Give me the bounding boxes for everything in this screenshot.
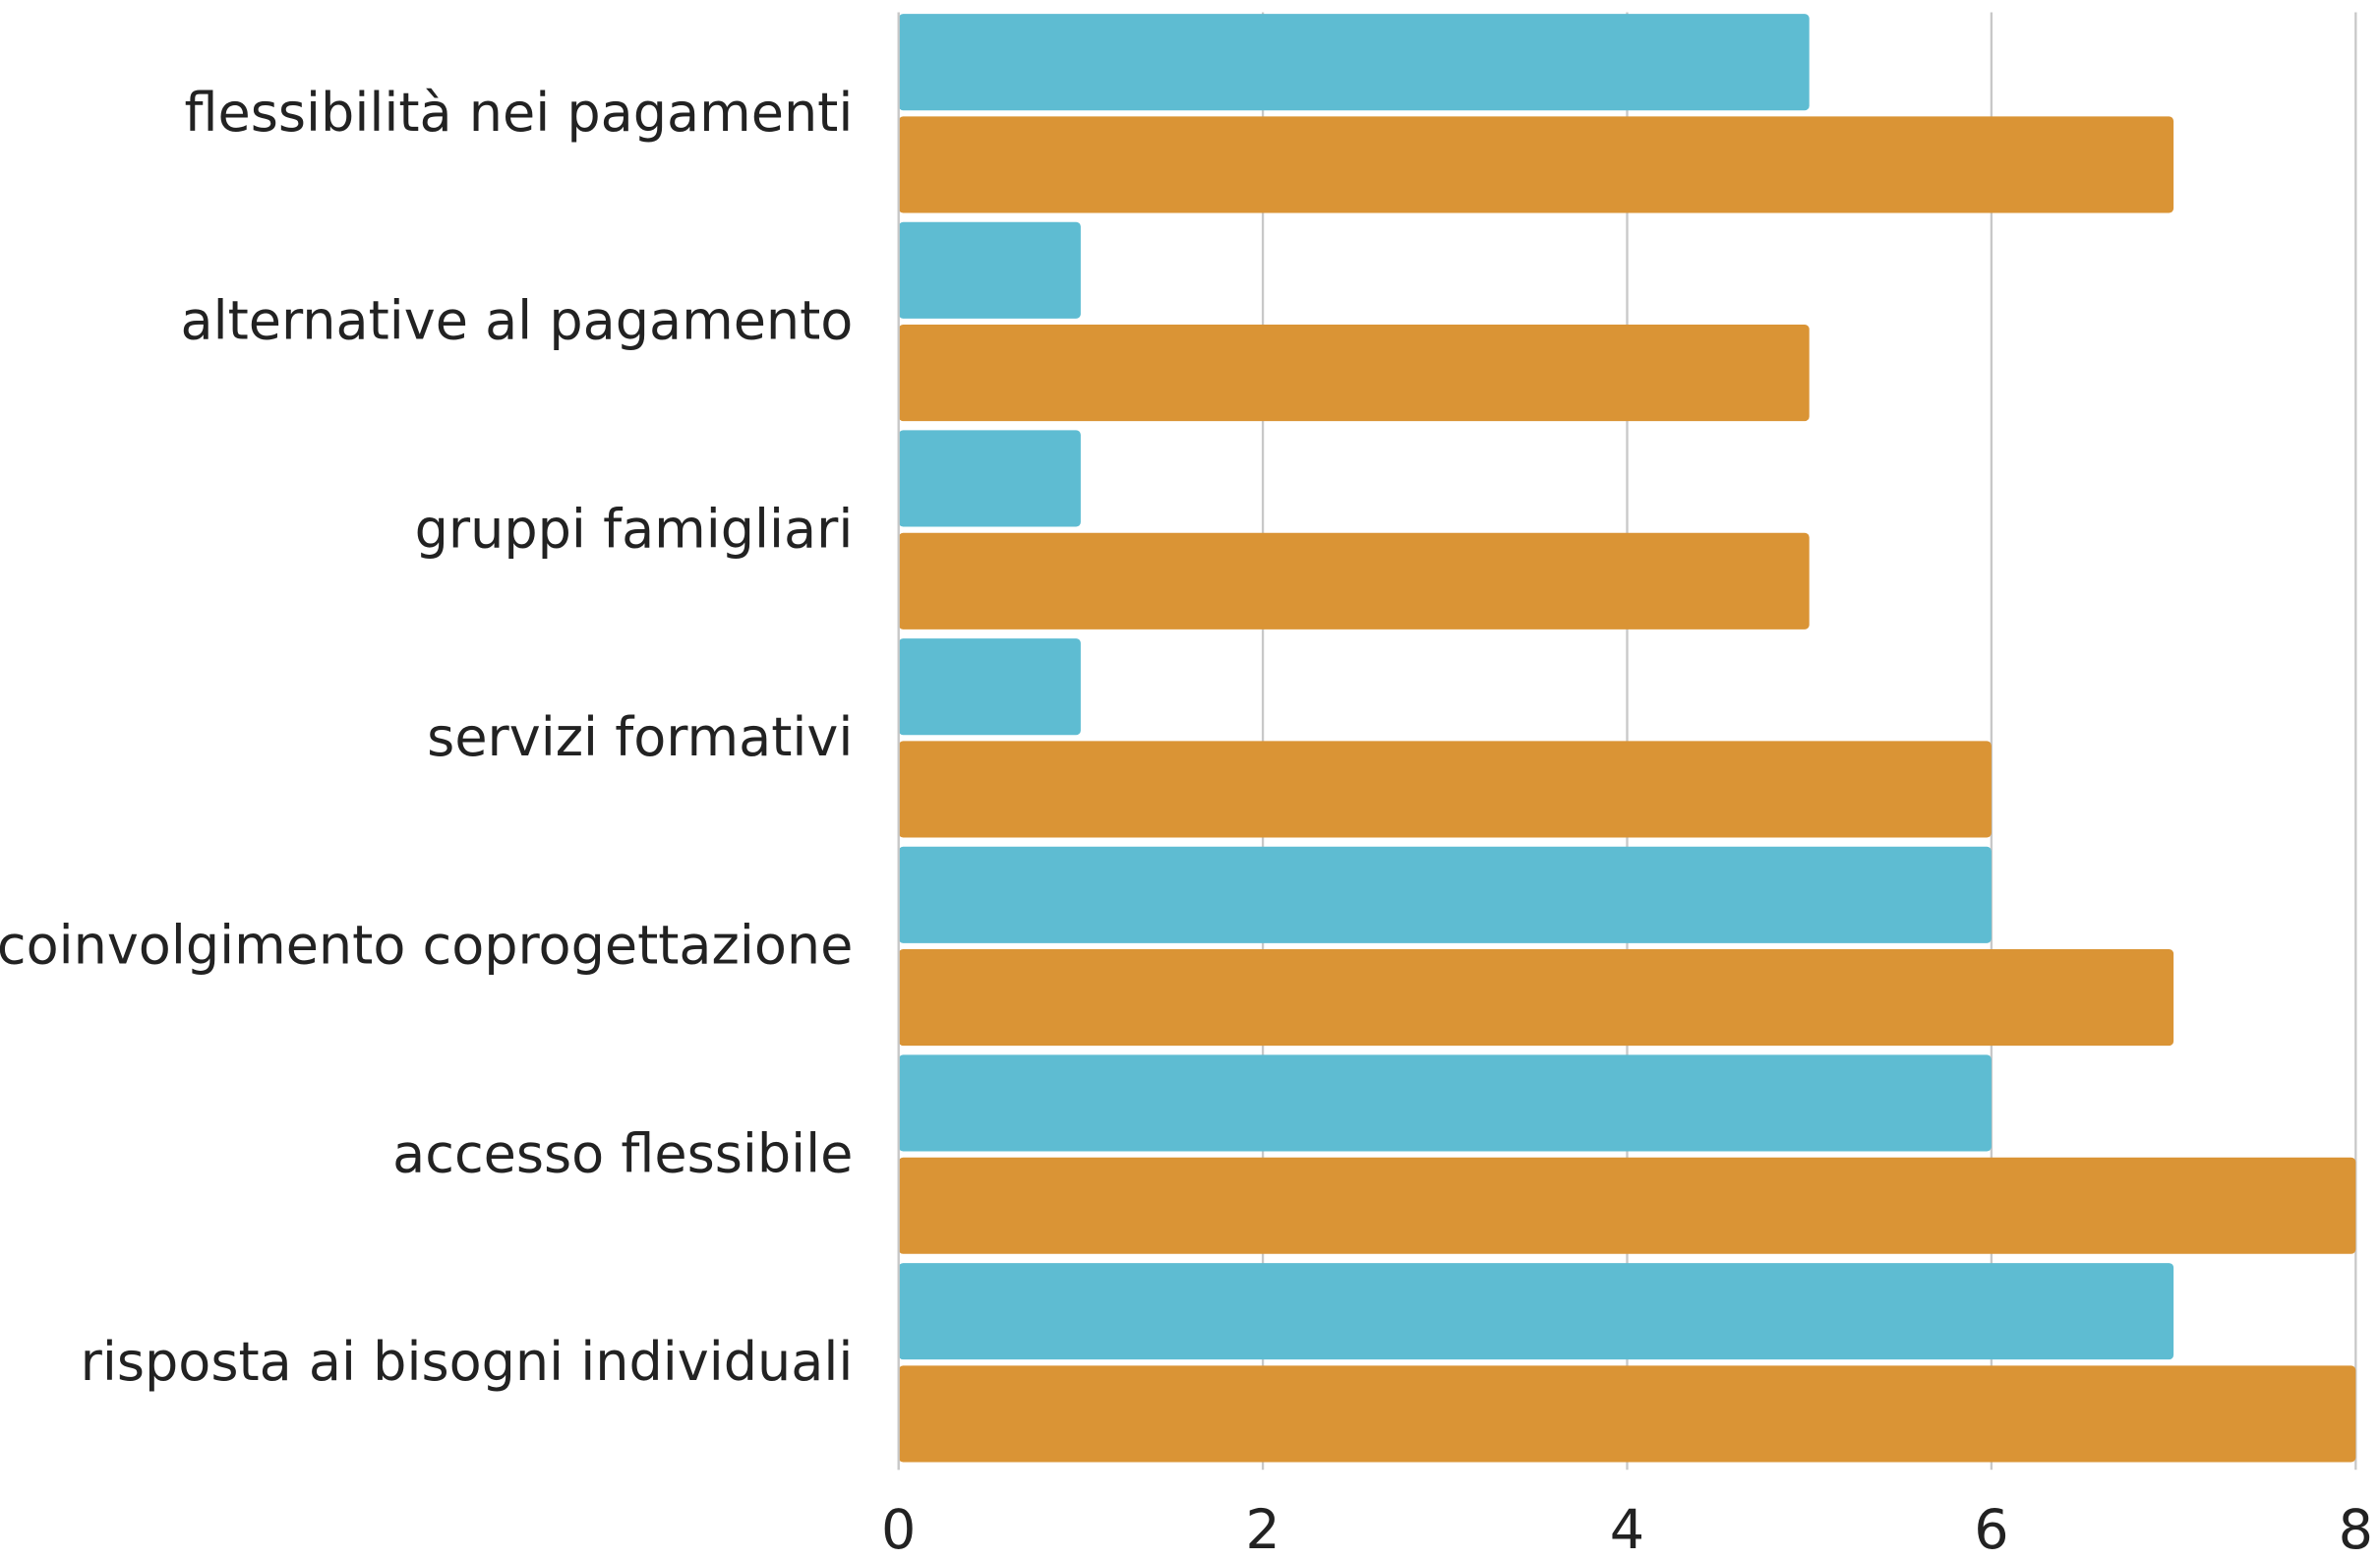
bar xyxy=(898,1263,2174,1360)
bar xyxy=(898,949,2174,1047)
bar xyxy=(898,741,1992,838)
bar xyxy=(898,1365,2356,1463)
bar xyxy=(898,430,1081,527)
bar xyxy=(898,1157,2356,1254)
bar xyxy=(898,638,1081,736)
bar xyxy=(898,1054,1992,1152)
bar xyxy=(898,221,1081,319)
x-tick-label: 0 xyxy=(881,1498,916,1561)
category-label: servizi formativi xyxy=(427,706,853,768)
bar xyxy=(898,532,1810,630)
x-tick-label: 6 xyxy=(1974,1498,2008,1561)
x-tick-label: 2 xyxy=(1245,1498,1279,1561)
category-label: risposta ai bisogni individuali xyxy=(81,1331,854,1393)
bar xyxy=(898,325,1810,422)
bar xyxy=(898,14,1810,111)
x-tick-label: 4 xyxy=(1610,1498,1644,1561)
x-tick-label: 8 xyxy=(2339,1498,2373,1561)
bar xyxy=(898,116,2174,213)
category-label: accesso flessibile xyxy=(392,1122,853,1184)
bar xyxy=(898,846,1992,943)
category-label: gruppi famigliari xyxy=(415,498,854,560)
category-label: flessibilità nei pagamenti xyxy=(185,82,854,144)
category-label: alternative al pagamento xyxy=(181,290,854,352)
category-label: coinvolgimento coprogettazione xyxy=(0,915,853,977)
